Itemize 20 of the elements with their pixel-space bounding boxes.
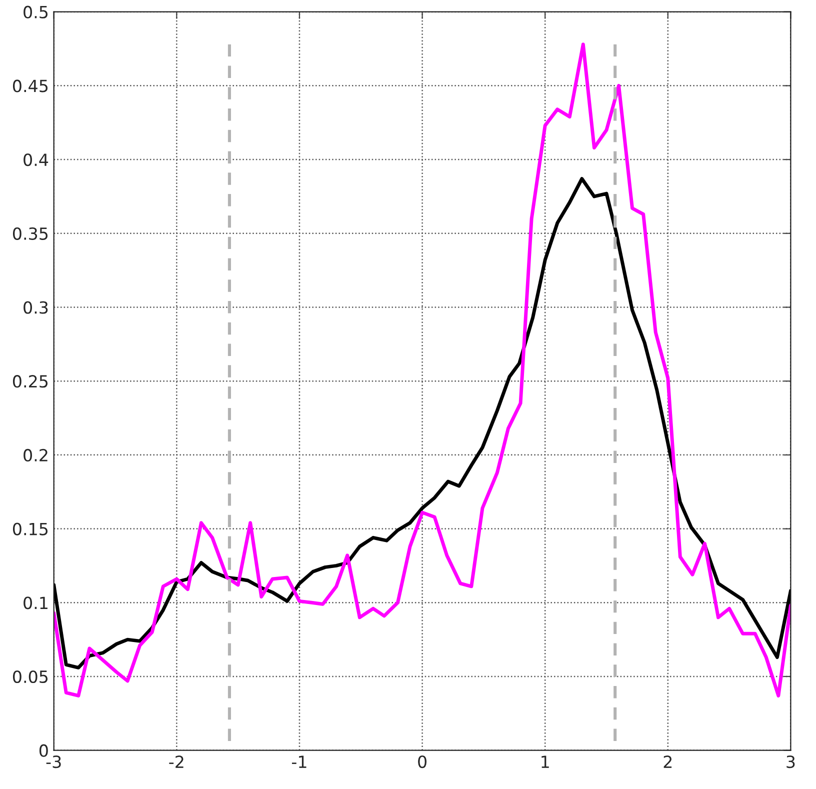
y-tick-label: 0.05 <box>12 670 48 684</box>
y-tick-label: 0.5 <box>24 6 48 18</box>
y-tick-label: 0.45 <box>12 80 48 92</box>
line-series <box>54 42 791 698</box>
x-tick-label: 3 <box>786 755 795 768</box>
y-tick-label: 0 <box>39 744 48 757</box>
y-tick-label: 0.4 <box>24 154 48 166</box>
line-series <box>54 177 791 670</box>
x-tick-label: 2 <box>664 755 672 768</box>
x-tick-label: -2 <box>169 755 184 768</box>
y-tick-label: 0.2 <box>24 448 48 462</box>
x-tick-label: -1 <box>292 756 306 768</box>
y-tick-label: 0.1 <box>24 596 48 610</box>
y-tick-label: 0.25 <box>12 375 48 388</box>
x-tick-label: -3 <box>46 755 61 768</box>
x-tick-label: 0 <box>418 755 426 768</box>
y-tick-label: 0.35 <box>12 227 48 240</box>
x-tick-label: 1 <box>542 756 549 768</box>
y-tick-label: 0.15 <box>12 522 48 536</box>
y-tick-label: 0.3 <box>24 301 48 314</box>
